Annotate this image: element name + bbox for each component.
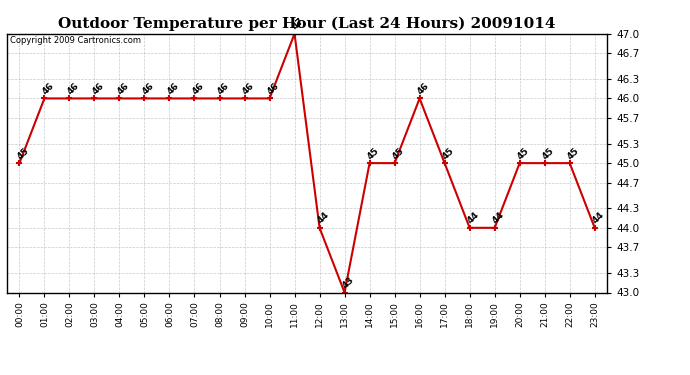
Title: Outdoor Temperature per Hour (Last 24 Hours) 20091014: Outdoor Temperature per Hour (Last 24 Ho…	[58, 17, 556, 31]
Text: 46: 46	[90, 81, 106, 96]
Text: 46: 46	[140, 81, 155, 96]
Text: 45: 45	[540, 146, 555, 161]
Text: 46: 46	[115, 81, 130, 96]
Text: 44: 44	[315, 210, 331, 226]
Text: 46: 46	[66, 81, 81, 96]
Text: 46: 46	[40, 81, 55, 96]
Text: 46: 46	[166, 81, 181, 96]
Text: 44: 44	[466, 210, 481, 226]
Text: 46: 46	[190, 81, 206, 96]
Text: Copyright 2009 Cartronics.com: Copyright 2009 Cartronics.com	[10, 36, 141, 45]
Text: 45: 45	[15, 146, 30, 161]
Text: 43: 43	[340, 275, 355, 290]
Text: 46: 46	[215, 81, 230, 96]
Text: 45: 45	[366, 146, 381, 161]
Text: 45: 45	[440, 146, 455, 161]
Text: 46: 46	[266, 81, 281, 96]
Text: 46: 46	[415, 81, 431, 96]
Text: 45: 45	[391, 146, 406, 161]
Text: 44: 44	[491, 210, 506, 226]
Text: 45: 45	[515, 146, 531, 161]
Text: 45: 45	[566, 146, 581, 161]
Text: 46: 46	[240, 81, 255, 96]
Text: 47: 47	[290, 16, 306, 32]
Text: 44: 44	[591, 210, 606, 226]
